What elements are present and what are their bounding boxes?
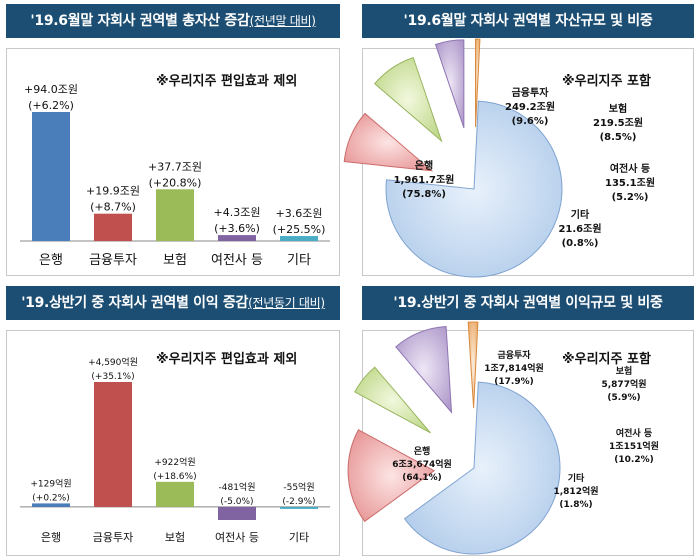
slice-percent-label: (1.8%) xyxy=(559,500,592,510)
slice-percent-label: (5.9%) xyxy=(607,393,640,403)
slice-amount-label: 5,877억원 xyxy=(601,378,646,390)
panel-header: '19.상반기 중 자회사 권역별 이익 증감(전년동기 대비) xyxy=(6,286,340,320)
bar-1 xyxy=(94,213,132,241)
slice-name-label: 보험 xyxy=(616,365,633,377)
chart-note: ※우리지주 포함 xyxy=(562,74,651,89)
percent-label: (+20.8%) xyxy=(149,176,202,189)
slice-name-label: 은행 xyxy=(414,445,431,457)
category-label: 금융투자 xyxy=(93,531,133,544)
percent-label: (+8.7%) xyxy=(90,201,136,214)
value-label: +4.3조원 xyxy=(214,206,261,219)
slice-name-label: 금융투자 xyxy=(512,86,550,99)
category-label: 은행 xyxy=(41,531,61,544)
slice-amount-label: 1조151억원 xyxy=(609,440,659,452)
slice-amount-label: 1조7,814억원 xyxy=(484,362,544,374)
slice-name-label: 기타 xyxy=(571,208,590,221)
pie-slice-0 xyxy=(385,100,563,278)
chart-note: ※우리지주 포함 xyxy=(562,352,651,367)
slice-name-label: 보험 xyxy=(609,102,627,115)
slice-percent-label: (75.8%) xyxy=(402,189,446,200)
category-label: 보험 xyxy=(165,531,185,544)
bar-0 xyxy=(32,112,70,241)
percent-label: (-5.0%) xyxy=(220,497,253,507)
pie-slice-1 xyxy=(347,429,436,523)
pie-slice-1 xyxy=(343,112,434,172)
slice-name-label: 은행 xyxy=(415,159,433,172)
value-label: -55억원 xyxy=(283,481,314,493)
chart-frame xyxy=(6,330,340,556)
slice-percent-label: (17.9%) xyxy=(494,377,533,387)
bar-4 xyxy=(280,506,318,509)
asset-share-panel: '19.6월말 자회사 권역별 자산규모 및 비중 ※우리지주 포함 은행 1,9… xyxy=(343,4,694,278)
value-label: +922억원 xyxy=(154,456,195,468)
slice-name-label: 금융투자 xyxy=(497,349,531,361)
bar-2 xyxy=(156,189,194,241)
category-label: 기타 xyxy=(287,253,311,268)
percent-label: (+18.6%) xyxy=(153,472,196,482)
slice-name-label: 여전사 등 xyxy=(610,162,650,175)
slice-percent-label: (5.2%) xyxy=(612,192,649,203)
category-label: 금융투자 xyxy=(89,253,137,268)
slice-amount-label: 249.2조원 xyxy=(505,100,555,113)
bar-3 xyxy=(218,506,256,520)
slice-percent-label: (8.5%) xyxy=(600,132,637,143)
panel-header: '19.6월말 자회사 권역별 총자산 증감(전년말 대비) xyxy=(6,4,340,38)
asset-growth-bar-chart: +94.0조원 (+6.2%) 은행 +19.9조원 (+8.7%) 금융투자 +37.7조… xyxy=(20,83,330,268)
chart-note: ※우리지주 편입효과 제외 xyxy=(156,352,298,367)
profit-growth-bar-chart: +129억원 (+0.2%) 은행 +4,590억원 (+35.1%) 금융투자 +922억… xyxy=(20,356,330,544)
category-label: 보험 xyxy=(163,253,187,268)
chart-note: ※우리지주 편입효과 제외 xyxy=(156,74,298,89)
slice-percent-label: (0.8%) xyxy=(562,238,599,249)
pie-slice-3 xyxy=(434,39,465,128)
pie-slice-4 xyxy=(475,38,481,128)
value-label: +19.9조원 xyxy=(86,185,140,198)
value-label: +37.7조원 xyxy=(148,160,202,173)
slice-name-label: 여전사 등 xyxy=(616,427,652,439)
chart-frame xyxy=(6,48,340,276)
percent-label: (+3.6%) xyxy=(214,222,260,235)
pie-slice-2 xyxy=(354,366,431,434)
value-label: +3.6조원 xyxy=(276,207,323,220)
slice-amount-label: 135.1조원 xyxy=(605,176,655,189)
bar-3 xyxy=(218,235,256,241)
slice-amount-label: 1,961.7조원 xyxy=(394,173,455,186)
slice-percent-label: (9.6%) xyxy=(512,116,549,127)
bar-4 xyxy=(280,236,318,241)
percent-label: (+0.2%) xyxy=(32,493,69,503)
value-label: +4,590억원 xyxy=(88,356,138,368)
value-label: +129억원 xyxy=(30,477,71,489)
slice-name-label: 기타 xyxy=(568,472,585,484)
pie-slice-2 xyxy=(373,56,443,143)
bar-2 xyxy=(156,481,194,507)
slice-amount-label: 219.5조원 xyxy=(593,116,643,129)
slice-amount-label: 21.6조원 xyxy=(558,222,601,235)
slice-percent-label: (64.1%) xyxy=(402,473,441,483)
percent-label: (+35.1%) xyxy=(91,372,134,382)
panel-header: '19.6월말 자회사 권역별 자산규모 및 비중 xyxy=(362,4,694,38)
slice-percent-label: (10.2%) xyxy=(614,455,653,465)
category-label: 여전사 등 xyxy=(211,253,263,268)
value-label: -481억원 xyxy=(219,481,256,493)
percent-label: (+25.5%) xyxy=(273,223,326,236)
bar-1 xyxy=(94,382,132,507)
category-label: 기타 xyxy=(289,531,309,544)
percent-label: (-2.9%) xyxy=(282,497,315,507)
value-label: +94.0조원 xyxy=(24,83,78,96)
pie-slice-0 xyxy=(403,381,561,555)
slice-amount-label: 6조3,674억원 xyxy=(392,458,452,470)
profit-growth-panel: '19.상반기 중 자회사 권역별 이익 증감(전년동기 대비) ※우리지주 편… xyxy=(6,286,340,556)
bar-0 xyxy=(32,503,70,507)
category-label: 여전사 등 xyxy=(215,531,259,544)
pie-slice-4 xyxy=(467,321,479,409)
profit-share-panel: '19.상반기 중 자회사 권역별 이익규모 및 비중 ※우리지주 포함 은행 6… xyxy=(347,286,694,556)
asset-growth-panel: '19.6월말 자회사 권역별 총자산 증감(전년말 대비) ※우리지주 편입효… xyxy=(6,4,340,276)
slice-amount-label: 1,812억원 xyxy=(553,485,598,497)
category-label: 은행 xyxy=(39,252,63,268)
percent-label: (+6.2%) xyxy=(28,99,74,112)
panel-header: '19.상반기 중 자회사 권역별 이익규모 및 비중 xyxy=(362,286,694,320)
pie-slice-3 xyxy=(395,326,453,414)
